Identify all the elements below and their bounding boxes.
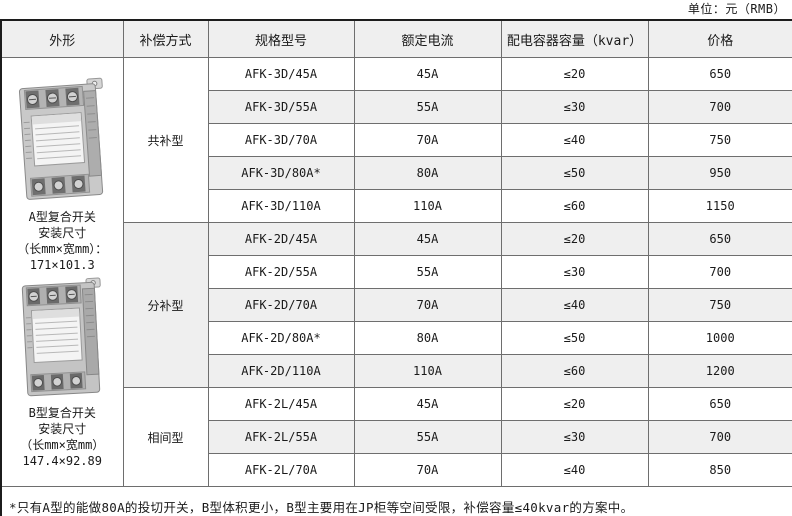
model-cell: AFK-2D/45A: [207, 222, 355, 256]
caption-line: （长mm×宽mm）: [20, 437, 105, 452]
model-cell: AFK-2D/80A*: [207, 321, 355, 355]
current-cell: 55A: [353, 255, 502, 289]
capacity-cell: ≤40: [500, 123, 649, 157]
capacity-cell: ≤50: [500, 321, 649, 355]
product-photo-b: [15, 276, 109, 402]
current-cell: 45A: [353, 222, 502, 256]
capacity-cell: ≤30: [500, 420, 649, 454]
table-row: AFK-2D/80A* 80A ≤50 1000: [1, 321, 792, 355]
model-cell: AFK-2D/55A: [207, 255, 355, 289]
capacity-cell: ≤50: [500, 156, 649, 190]
model-cell: AFK-3D/110A: [207, 189, 355, 223]
table-row: AFK-3D/70A 70A ≤40 750: [1, 123, 792, 157]
spec-table: 外形 补偿方式 规格型号 额定电流 配电容器容量（kvar） 价格: [0, 19, 792, 516]
price-cell: 750: [647, 288, 792, 322]
current-cell: 55A: [353, 90, 502, 124]
table-row: AFK-2L/70A 70A ≤40 850: [1, 453, 792, 487]
capacity-cell: ≤40: [500, 288, 649, 322]
group-cell-phase: 相间型: [122, 387, 209, 487]
group-cell-split: 分补型: [122, 222, 209, 388]
product-caption-a: A型复合开关 安装尺寸 （长mm×宽mm）： 171×101.3: [17, 209, 107, 273]
table-row: A型复合开关 安装尺寸 （长mm×宽mm）： 171×101.3: [0, 57, 792, 487]
caption-line: 171×101.3: [29, 257, 95, 272]
current-cell: 80A: [353, 321, 502, 355]
current-cell: 55A: [353, 420, 502, 454]
model-cell: AFK-2L/45A: [207, 387, 355, 421]
price-cell: 1200: [647, 354, 792, 388]
caption-line: 安装尺寸: [38, 421, 87, 436]
table-row: AFK-3D/55A 55A ≤30 700: [1, 90, 792, 124]
model-cell: AFK-2L/70A: [207, 453, 355, 487]
footnote-row: *只有A型的能做80A的投切开关，B型体积更小，B型主要用在JP柜等空间受限，补…: [0, 486, 792, 516]
caption-line: （长mm×宽mm）：: [17, 241, 108, 256]
table-row: AFK-3D/110A 110A ≤60 1150: [1, 189, 792, 223]
current-cell: 45A: [353, 387, 502, 421]
price-cell: 950: [647, 156, 792, 190]
capacity-cell: ≤30: [500, 255, 649, 289]
col-header-method: 补偿方式: [122, 19, 209, 58]
current-cell: 70A: [353, 288, 502, 322]
table-row: AFK-2L/55A 55A ≤30 700: [1, 420, 792, 454]
model-cell: AFK-3D/55A: [207, 90, 355, 124]
capacity-cell: ≤30: [500, 90, 649, 124]
table-row: AFK-2D/70A 70A ≤40 750: [1, 288, 792, 322]
current-cell: 70A: [353, 123, 502, 157]
current-cell: 110A: [353, 189, 502, 223]
table-row: AFK-2D/55A 55A ≤30 700: [1, 255, 792, 289]
price-cell: 850: [647, 453, 792, 487]
model-cell: AFK-3D/80A*: [207, 156, 355, 190]
current-cell: 110A: [353, 354, 502, 388]
model-cell: AFK-2D/70A: [207, 288, 355, 322]
model-cell: AFK-3D/45A: [207, 57, 355, 91]
capacity-cell: ≤20: [500, 222, 649, 256]
current-cell: 70A: [353, 453, 502, 487]
group-cell-common: 共补型: [122, 57, 209, 223]
price-cell: 1000: [647, 321, 792, 355]
col-header-price: 价格: [647, 19, 792, 58]
capacity-cell: ≤60: [500, 354, 649, 388]
price-cell: 700: [647, 90, 792, 124]
price-cell: 650: [647, 57, 792, 91]
price-cell: 650: [647, 222, 792, 256]
price-cell: 1150: [647, 189, 792, 223]
table-row: AFK-3D/80A* 80A ≤50 950: [1, 156, 792, 190]
product-caption-b: B型复合开关 安装尺寸 （长mm×宽mm） 147.4×92.89: [20, 405, 104, 469]
current-cell: 45A: [353, 57, 502, 91]
footnote: *只有A型的能做80A的投切开关，B型体积更小，B型主要用在JP柜等空间受限，补…: [0, 486, 792, 516]
col-header-shape: 外形: [0, 19, 124, 58]
caption-line: B型复合开关: [28, 405, 96, 420]
capacity-cell: ≤60: [500, 189, 649, 223]
product-photo-a: [13, 76, 111, 206]
caption-line: A型复合开关: [28, 209, 96, 224]
price-cell: 700: [647, 420, 792, 454]
price-cell: 750: [647, 123, 792, 157]
header-row: 外形 补偿方式 规格型号 额定电流 配电容器容量（kvar） 价格: [0, 19, 792, 58]
model-cell: AFK-2D/110A: [207, 354, 355, 388]
col-header-model: 规格型号: [207, 19, 355, 58]
capacity-cell: ≤40: [500, 453, 649, 487]
caption-line: 安装尺寸: [38, 225, 87, 240]
col-header-current: 额定电流: [353, 19, 502, 58]
model-cell: AFK-2L/55A: [207, 420, 355, 454]
model-cell: AFK-3D/70A: [207, 123, 355, 157]
caption-line: 147.4×92.89: [22, 453, 102, 468]
current-cell: 80A: [353, 156, 502, 190]
shape-cell: A型复合开关 安装尺寸 （长mm×宽mm）： 171×101.3: [0, 57, 124, 487]
capacity-cell: ≤20: [500, 57, 649, 91]
table-row: AFK-2D/110A 110A ≤60 1200: [1, 354, 792, 388]
capacity-cell: ≤20: [500, 387, 649, 421]
price-cell: 650: [647, 387, 792, 421]
col-header-capacity: 配电容器容量（kvar）: [500, 19, 649, 58]
unit-note: 单位：元（RMB）: [687, 2, 786, 16]
price-cell: 700: [647, 255, 792, 289]
